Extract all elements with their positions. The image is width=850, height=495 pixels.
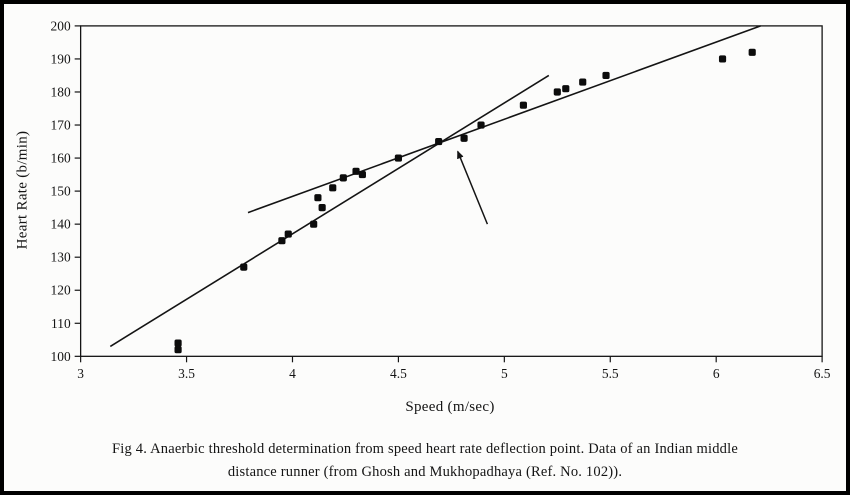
x-tick-label: 6.5 (814, 366, 831, 381)
y-tick-label: 160 (51, 151, 71, 166)
pre-deflection-trend-line (109, 74, 550, 348)
post-deflection-trend-line (247, 25, 761, 214)
y-axis-title: Heart Rate (b/min) (14, 130, 31, 250)
data-point (310, 220, 318, 228)
deflection-arrow (457, 150, 489, 225)
y-tick-label: 200 (51, 18, 71, 33)
data-point (519, 101, 527, 109)
data-point (748, 48, 756, 56)
figure-caption: Fig 4. Anaerbic threshold determination … (4, 438, 846, 483)
data-point (477, 121, 485, 129)
data-point (329, 184, 337, 192)
y-tick-label: 140 (51, 217, 71, 232)
data-point (174, 339, 182, 347)
data-point (460, 134, 468, 142)
data-point (240, 263, 248, 271)
data-point (394, 154, 402, 162)
data-point (602, 71, 610, 80)
x-tick-label: 5 (501, 366, 508, 381)
scatter-chart: 3 3.5 4 4.5 5 5.5 6 6.5 100 110 120 130 140 150 160 170… (4, 4, 846, 424)
data-point (358, 171, 366, 179)
data-point (339, 174, 347, 182)
x-tick-label: 4 (289, 366, 296, 381)
x-tick-label: 3.5 (178, 366, 195, 381)
data-point (718, 55, 727, 63)
y-tick-label: 110 (51, 316, 71, 331)
y-tick-label: 180 (51, 84, 71, 99)
x-tick-label: 6 (713, 366, 720, 381)
data-point (284, 230, 292, 238)
data-point (352, 167, 360, 175)
y-tick-label: 170 (51, 118, 71, 133)
y-tick-label: 120 (51, 283, 71, 298)
y-tick-label: 100 (51, 349, 71, 364)
y-tick-label: 130 (51, 250, 71, 265)
y-tick-label: 190 (51, 51, 71, 66)
data-point (314, 194, 322, 202)
x-tick-label: 4.5 (390, 366, 407, 381)
chart-canvas: 3 3.5 4 4.5 5 5.5 6 6.5 100 110 120 130 140 150 160 170… (51, 18, 831, 381)
data-point (553, 88, 561, 96)
y-tick-label: 150 (51, 184, 71, 199)
data-point (579, 78, 587, 86)
data-point (435, 137, 443, 146)
data-point (174, 346, 182, 354)
x-tick-label: 5.5 (602, 366, 619, 381)
caption-line-1: Fig 4. Anaerbic threshold determination … (112, 441, 738, 458)
plot-border (79, 25, 823, 357)
data-point (318, 204, 326, 212)
data-point (278, 237, 286, 245)
x-tick-label: 3 (77, 366, 84, 381)
data-point (562, 85, 570, 93)
x-axis-title: Speed (m/sec) (405, 399, 495, 415)
caption-line-2: distance runner (from Ghosh and Mukhopad… (227, 463, 623, 480)
